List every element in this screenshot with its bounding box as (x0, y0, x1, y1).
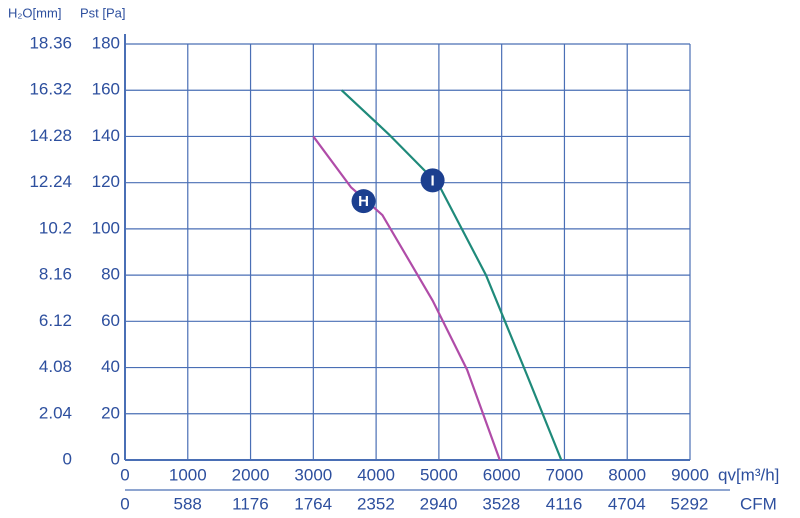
x-tick-label: 6000 (483, 465, 521, 484)
y2-tick-label: 8.16 (39, 265, 72, 284)
y-tick-label: 140 (92, 126, 120, 145)
series-label: I (431, 172, 435, 189)
x-tick-label: 1000 (169, 465, 207, 484)
x2-tick-label: 2940 (420, 494, 458, 513)
curve (340, 89, 563, 461)
x2-tick-label: 2352 (357, 494, 395, 513)
series-badge (420, 168, 445, 193)
x-tick-label: 9000 (671, 465, 709, 484)
x2-tick-label: 5292 (671, 494, 709, 513)
y-tick-label: 120 (92, 172, 120, 191)
x-axis-label: qv[m³/h] (718, 465, 779, 484)
x-tick-label: 8000 (608, 465, 646, 484)
y-tick-label: 60 (101, 311, 120, 330)
y2-tick-label: 10.2 (39, 218, 72, 237)
y-tick-label: 0 (111, 449, 120, 468)
y2-tick-label: 0 (63, 449, 72, 468)
x-tick-label: 7000 (546, 465, 584, 484)
y2-tick-label: 12.24 (29, 172, 72, 191)
x-tick-label: 3000 (294, 465, 332, 484)
x2-tick-label: 4116 (546, 494, 583, 513)
y-tick-label: 180 (92, 33, 120, 52)
curve (312, 135, 501, 461)
x-tick-label: 4000 (357, 465, 395, 484)
y-tick-label: 100 (92, 218, 120, 237)
y2-tick-label: 4.08 (39, 357, 72, 376)
x2-tick-label: 0 (120, 494, 129, 513)
y2-tick-label: 18.36 (29, 33, 72, 52)
x-tick-label: 2000 (232, 465, 270, 484)
y2-axis-label: H₂O[mm] (8, 5, 61, 20)
y-axis-label: Pst [Pa] (80, 5, 126, 20)
x2-tick-label: 588 (174, 494, 202, 513)
x-tick-label: 0 (120, 465, 129, 484)
y2-tick-label: 14.28 (29, 126, 72, 145)
x2-axis-label: CFM (740, 494, 777, 513)
y-tick-label: 80 (101, 265, 120, 284)
x2-tick-label: 1764 (294, 494, 332, 513)
y2-tick-label: 2.04 (39, 403, 72, 422)
y2-tick-label: 16.32 (29, 80, 72, 99)
y2-tick-label: 6.12 (39, 311, 72, 330)
y-tick-label: 160 (92, 80, 120, 99)
y-tick-label: 40 (101, 357, 120, 376)
series-label: H (358, 193, 369, 210)
series-badge (351, 189, 376, 214)
x2-tick-label: 1176 (232, 494, 269, 513)
x2-tick-label: 3528 (482, 494, 520, 513)
x-tick-label: 5000 (420, 465, 458, 484)
y-tick-label: 20 (101, 403, 120, 422)
x2-tick-label: 4704 (608, 494, 646, 513)
